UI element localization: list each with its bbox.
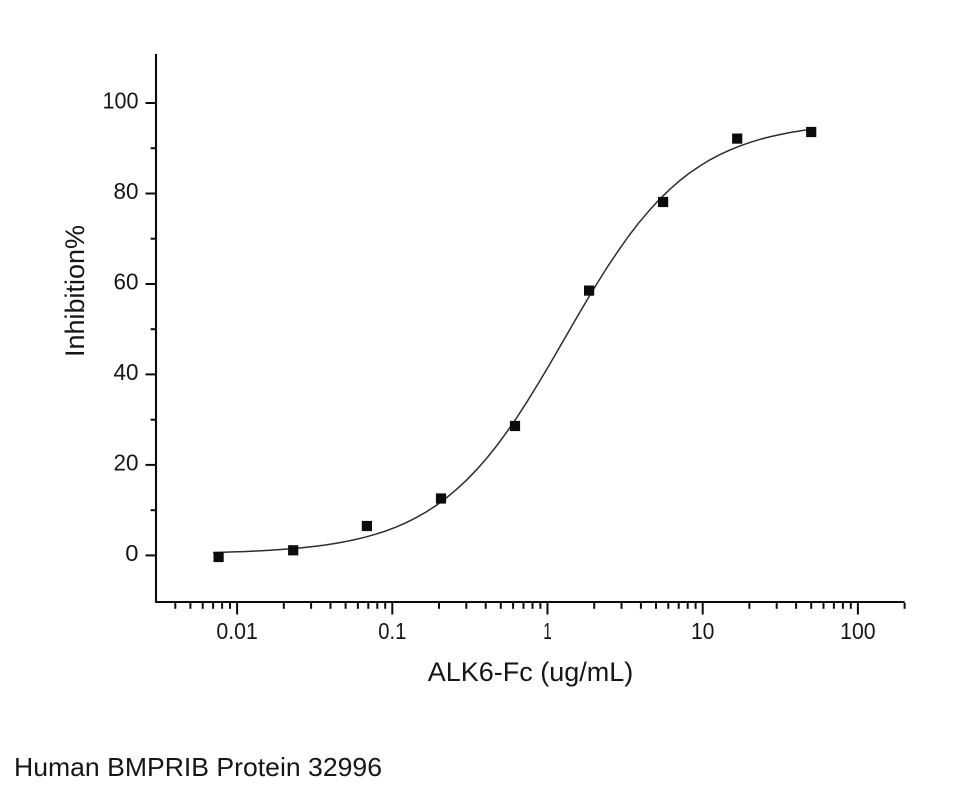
svg-text:0.1: 0.1 [378,618,406,644]
svg-text:100: 100 [840,618,876,644]
svg-text:60: 60 [114,269,139,295]
svg-text:20: 20 [114,449,139,475]
svg-text:100: 100 [103,88,139,114]
svg-text:1: 1 [543,618,552,644]
svg-text:40: 40 [114,359,139,385]
svg-text:ALK6-Fc (ug/mL): ALK6-Fc (ug/mL) [428,657,634,687]
svg-text:0: 0 [125,540,138,566]
svg-text:Inhibition%: Inhibition% [60,225,90,357]
svg-text:10: 10 [691,618,715,644]
svg-text:80: 80 [114,178,139,204]
svg-text:0.01: 0.01 [216,618,258,644]
svg-text:Human BMPRIB Protein 32996: Human BMPRIB Protein 32996 [14,752,382,782]
